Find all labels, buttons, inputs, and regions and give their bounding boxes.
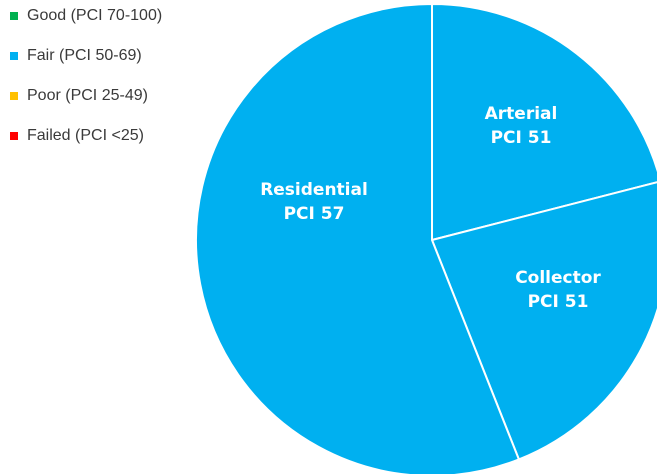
legend-swatch — [10, 12, 18, 20]
legend-entry: Good (PCI 70-100) — [27, 7, 162, 24]
legend-swatch — [10, 132, 18, 140]
slice-label: Arterial — [485, 104, 558, 124]
slice-sublabel: PCI 51 — [491, 128, 552, 148]
legend-swatch — [10, 92, 18, 100]
slice-sublabel: PCI 57 — [284, 204, 345, 224]
legend-entry: Failed (PCI <25) — [27, 127, 144, 144]
pie-slice — [431, 2, 657, 242]
slice-label: Collector — [515, 268, 601, 288]
slice-label: Residential — [260, 180, 368, 200]
slice-sublabel: PCI 51 — [528, 292, 589, 312]
legend-entry: Fair (PCI 50-69) — [27, 47, 142, 64]
legend-entry: Poor (PCI 25-49) — [27, 87, 148, 104]
pie-slice — [430, 181, 657, 461]
legend-swatch — [10, 52, 18, 60]
